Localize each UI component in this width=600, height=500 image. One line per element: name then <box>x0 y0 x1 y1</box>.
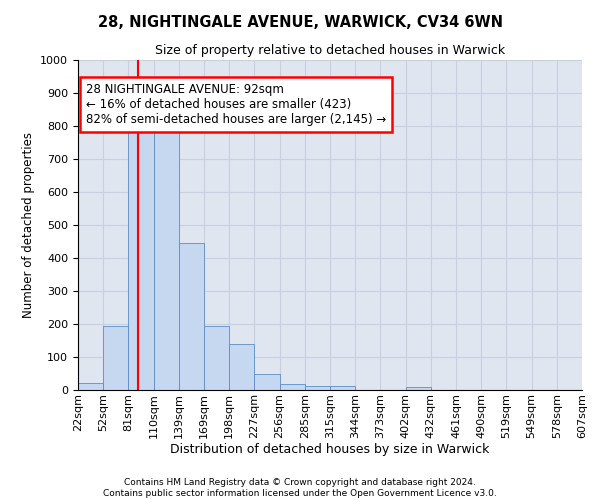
Bar <box>179 243 204 390</box>
Text: Contains HM Land Registry data © Crown copyright and database right 2024.
Contai: Contains HM Land Registry data © Crown c… <box>103 478 497 498</box>
Bar <box>330 386 355 390</box>
Bar <box>406 386 431 390</box>
Bar <box>305 386 330 390</box>
Bar <box>254 374 280 390</box>
Text: 28, NIGHTINGALE AVENUE, WARWICK, CV34 6WN: 28, NIGHTINGALE AVENUE, WARWICK, CV34 6W… <box>97 15 503 30</box>
Bar <box>280 384 305 390</box>
Bar <box>128 130 154 390</box>
Title: Size of property relative to detached houses in Warwick: Size of property relative to detached ho… <box>155 44 505 58</box>
X-axis label: Distribution of detached houses by size in Warwick: Distribution of detached houses by size … <box>170 444 490 456</box>
Text: 28 NIGHTINGALE AVENUE: 92sqm
← 16% of detached houses are smaller (423)
82% of s: 28 NIGHTINGALE AVENUE: 92sqm ← 16% of de… <box>86 83 386 126</box>
Y-axis label: Number of detached properties: Number of detached properties <box>22 132 35 318</box>
Bar <box>78 384 103 390</box>
Bar <box>229 344 254 390</box>
Bar <box>103 326 128 390</box>
Bar <box>154 130 179 390</box>
Bar <box>204 326 229 390</box>
